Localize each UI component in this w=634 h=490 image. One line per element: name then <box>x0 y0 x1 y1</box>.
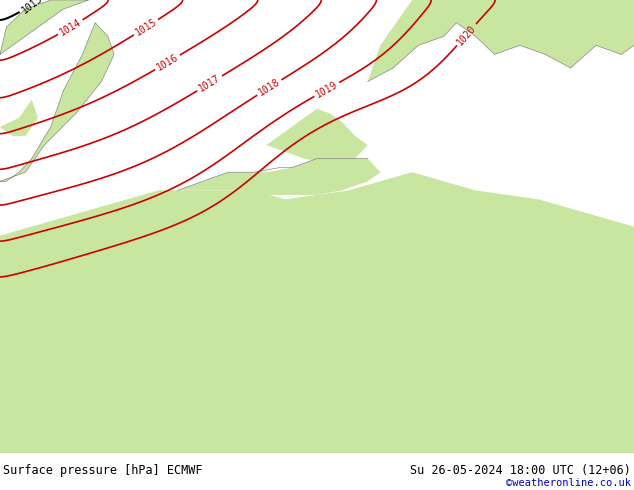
Polygon shape <box>368 0 634 82</box>
Polygon shape <box>178 159 380 195</box>
Text: 1019: 1019 <box>314 79 339 99</box>
Text: 1017: 1017 <box>197 73 223 94</box>
Polygon shape <box>0 23 114 181</box>
Text: ©weatheronline.co.uk: ©weatheronline.co.uk <box>506 478 631 488</box>
Text: 1014: 1014 <box>58 17 83 38</box>
Text: Surface pressure [hPa] ECMWF: Surface pressure [hPa] ECMWF <box>3 465 203 477</box>
Text: 1013: 1013 <box>20 0 44 16</box>
Polygon shape <box>0 0 89 54</box>
Text: 1018: 1018 <box>257 77 282 98</box>
Polygon shape <box>266 109 368 163</box>
Polygon shape <box>0 99 38 136</box>
Text: 1015: 1015 <box>133 17 158 38</box>
Polygon shape <box>0 172 634 453</box>
Text: 1016: 1016 <box>155 52 180 73</box>
Text: 1020: 1020 <box>455 23 478 47</box>
Text: Su 26-05-2024 18:00 UTC (12+06): Su 26-05-2024 18:00 UTC (12+06) <box>410 465 631 477</box>
